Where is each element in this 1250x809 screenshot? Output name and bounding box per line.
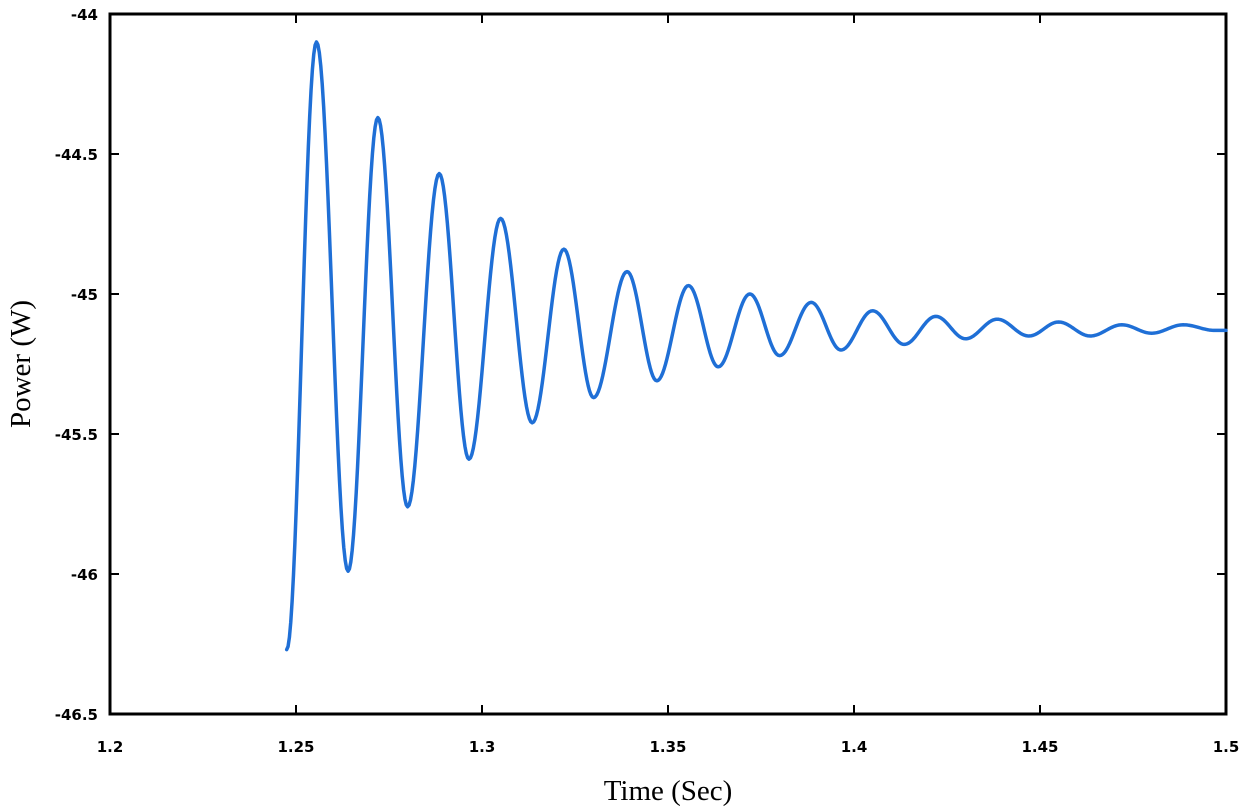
x-tick-label: 1.35 (649, 738, 686, 756)
y-tick-label: -44 (71, 6, 98, 24)
x-axis-title: Time (Sec) (604, 775, 733, 807)
x-tick-label: 1.5 (1213, 738, 1240, 756)
axis-ticks (109, 13, 1227, 715)
tick-labels: 1.2 1.25 1.3 1.35 1.4 1.45 1.5 -44 -44.5 -45 -45.5… (55, 6, 1240, 756)
y-tick-label: -45 (71, 286, 98, 304)
x-tick-label: 1.4 (841, 738, 868, 756)
series-line (284, 40, 1228, 652)
x-tick-label: 1.2 (97, 738, 124, 756)
y-tick-label: -45.5 (55, 426, 98, 444)
x-tick-label: 1.45 (1021, 738, 1058, 756)
y-tick-label: -46 (71, 566, 98, 584)
y-tick-label: -46.5 (55, 706, 98, 724)
x-tick-label: 1.3 (469, 738, 496, 756)
y-axis-title: Power (W) (5, 300, 37, 428)
plot-area (108, 12, 1228, 716)
x-tick-label: 1.25 (277, 738, 314, 756)
y-tick-label: -44.5 (55, 146, 98, 164)
